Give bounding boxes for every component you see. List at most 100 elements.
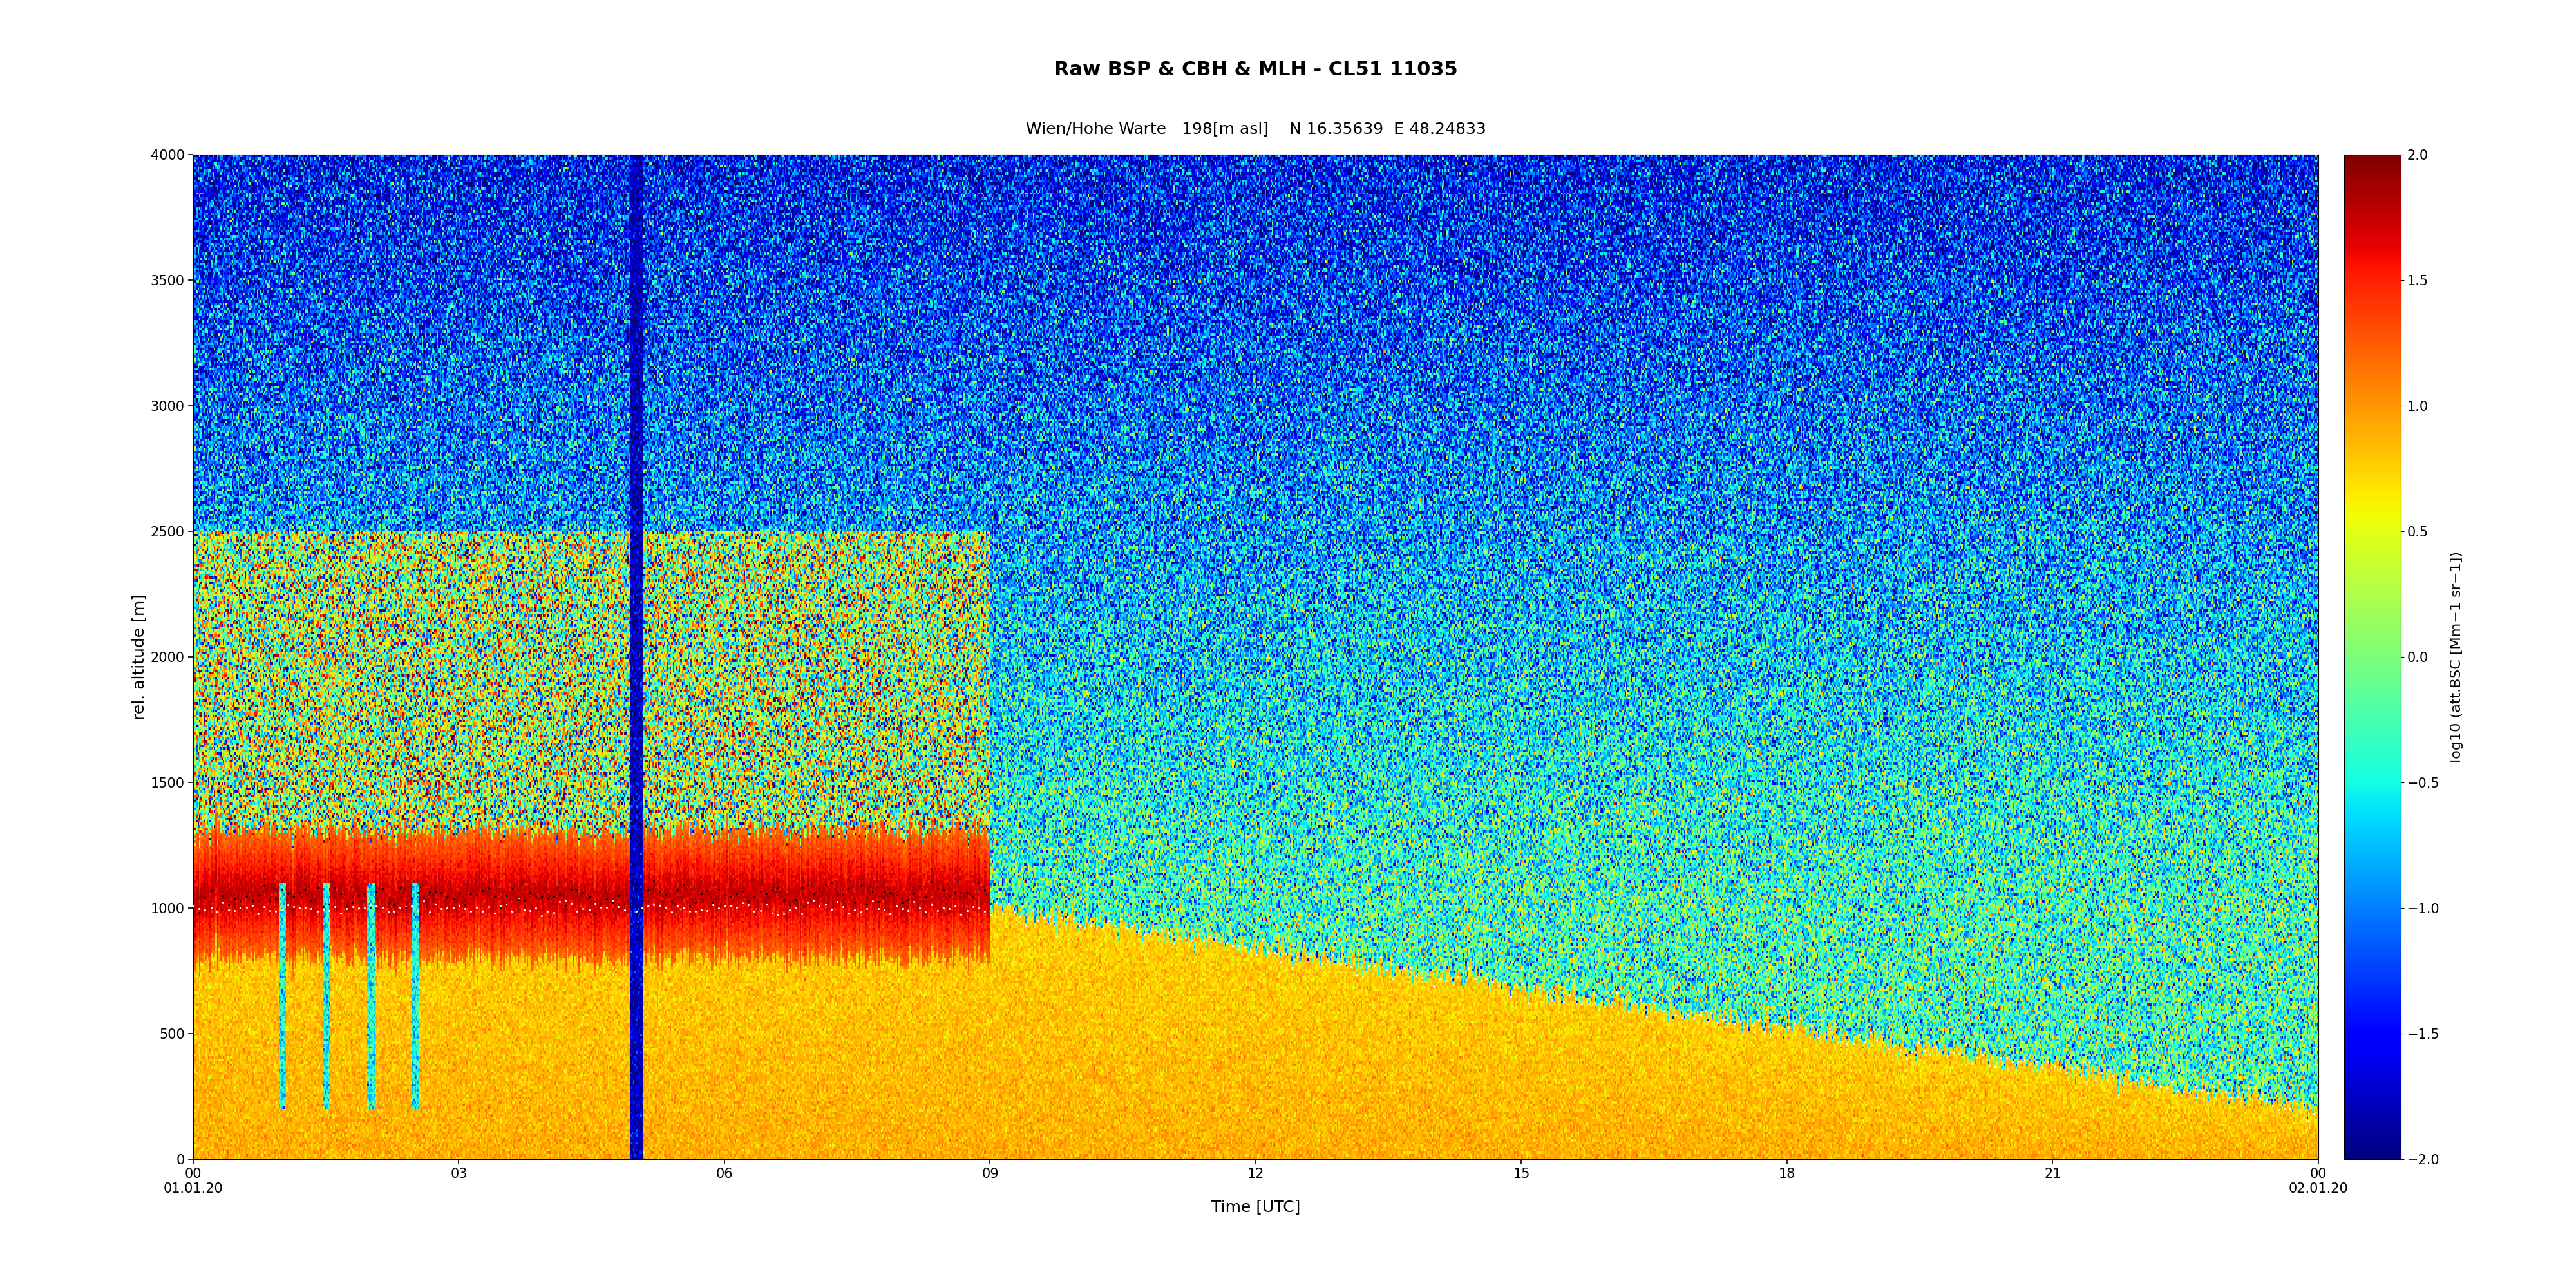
Point [1046,907,1087,927]
Point [268,895,309,916]
Point [739,881,781,902]
Point [1757,1014,1798,1034]
Point [1218,936,1260,957]
Point [2004,1050,2045,1070]
Point [433,898,474,918]
Point [711,886,752,907]
Point [1188,926,1229,947]
Point [1744,1021,1785,1042]
Point [775,889,817,909]
Point [350,895,392,916]
Point [301,896,343,917]
Point [201,885,242,905]
Point [219,890,260,911]
Point [899,898,940,918]
Point [1360,947,1401,967]
Point [1329,957,1370,978]
Point [487,886,528,907]
Point [1288,943,1329,963]
Point [538,891,580,912]
Point [894,882,935,903]
Point [1945,1034,1986,1055]
Point [1561,993,1602,1014]
Point [520,905,562,926]
Point [786,875,827,895]
Point [1556,989,1597,1010]
Point [2223,1082,2264,1103]
Point [1857,1029,1899,1050]
Point [863,900,904,921]
Point [580,893,621,913]
Y-axis label: log10 (att.BSC [Mm−1 sr−1]): log10 (att.BSC [Mm−1 sr−1]) [2450,551,2463,762]
Point [592,893,634,913]
Point [2074,1069,2115,1090]
Point [1662,1007,1703,1028]
Point [1497,974,1538,994]
Point [2115,1070,2156,1091]
Point [374,895,415,916]
Point [2027,1051,2069,1072]
Point [1762,1018,1803,1038]
Point [314,877,355,898]
Point [1515,976,1556,997]
Point [245,876,286,896]
Point [314,896,355,917]
Point [410,881,451,902]
Point [286,898,327,918]
Point [693,891,734,912]
Point [487,894,528,914]
Point [703,885,744,905]
Point [1958,1047,1999,1068]
Point [397,900,438,921]
Point [278,882,319,903]
Point [639,881,680,902]
Point [178,899,219,920]
Point [662,898,703,918]
Point [1059,916,1100,936]
Point [1301,954,1342,975]
Point [1255,943,1296,963]
Point [237,885,278,905]
Point [629,895,670,916]
Point [2040,1057,2081,1078]
Point [999,907,1041,927]
Point [1625,1007,1667,1028]
Point [410,902,451,922]
Point [2182,1079,2223,1100]
Point [634,895,675,916]
Point [1406,960,1448,980]
Point [1283,933,1324,953]
Point [1365,958,1406,979]
Point [1950,1054,1991,1074]
Point [598,886,639,907]
Point [935,882,976,903]
Point [734,900,775,921]
Point [2151,1072,2192,1092]
Point [332,893,374,913]
Point [1012,900,1054,921]
Point [2264,1099,2306,1119]
Point [1520,976,1561,997]
Point [912,894,953,914]
Point [1273,957,1314,978]
Point [544,890,585,911]
Point [515,898,556,918]
Point [1649,989,1690,1010]
Point [688,880,729,900]
Point [904,887,945,908]
Point [2205,1082,2246,1103]
Point [392,889,433,909]
Point [729,891,770,912]
Point [698,898,739,918]
Point [479,898,520,918]
Point [1419,969,1461,989]
Point [1973,1057,2014,1078]
Point [1690,1002,1731,1023]
Point [1780,1007,1821,1028]
Point [799,895,840,916]
Point [1095,914,1136,935]
Point [1314,944,1355,965]
Point [1597,981,1638,1002]
Point [587,898,629,918]
Point [592,890,634,911]
